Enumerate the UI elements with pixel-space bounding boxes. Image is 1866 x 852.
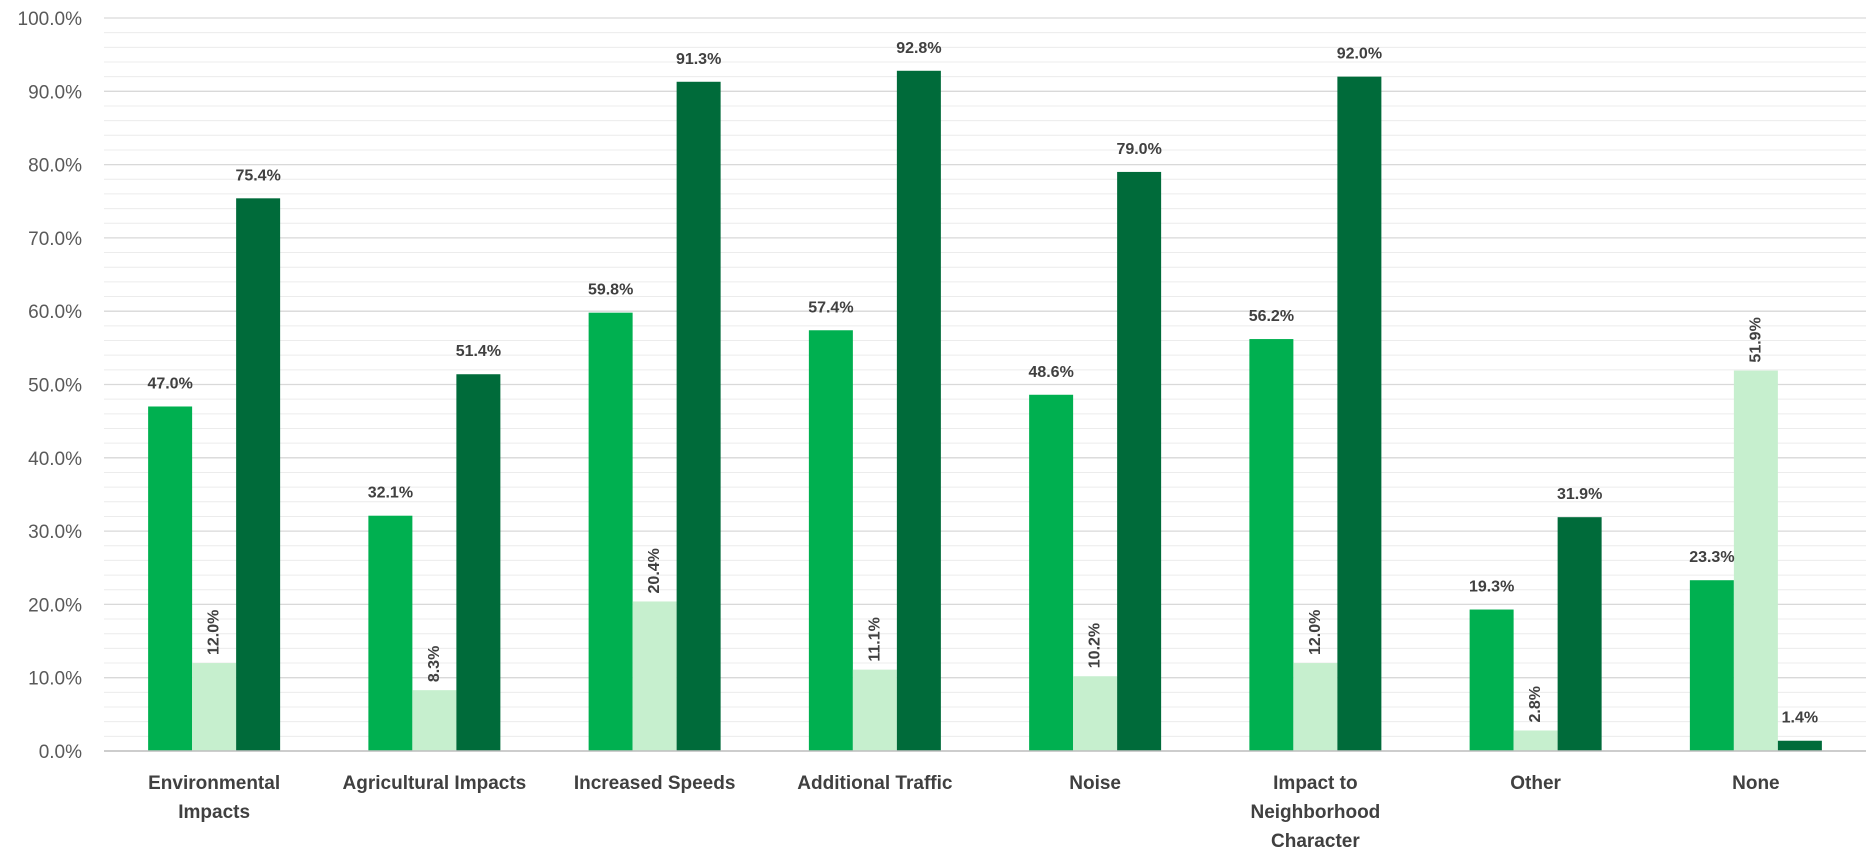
bar xyxy=(1469,609,1514,751)
y-tick-label: 10.0% xyxy=(28,669,82,690)
bar xyxy=(808,330,853,751)
data-label: 31.9% xyxy=(1557,486,1602,503)
x-tick-label: Environmental Impacts xyxy=(148,773,280,823)
y-tick-label: 20.0% xyxy=(28,595,82,616)
data-label: 1.4% xyxy=(1782,710,1818,727)
data-label: 8.3% xyxy=(426,646,443,682)
y-tick-label: 70.0% xyxy=(28,229,82,250)
x-tick-label: None xyxy=(1732,773,1780,794)
y-tick-label: 30.0% xyxy=(28,522,82,543)
data-label: 11.1% xyxy=(866,617,883,661)
data-label: 20.4% xyxy=(646,548,663,593)
data-label: 12.0% xyxy=(1307,610,1324,655)
data-labels: 47.0% 12.0% 75.4% 32.1% 8.3% 51.4% 59.8% 20.4% 9… xyxy=(147,40,1818,727)
y-tick-label: 90.0% xyxy=(28,82,82,103)
data-label: 75.4% xyxy=(235,167,280,184)
data-label: 56.2% xyxy=(1249,308,1294,325)
bar xyxy=(412,690,457,751)
y-tick-label: 80.0% xyxy=(28,156,82,177)
bar xyxy=(1293,663,1338,751)
y-axis: 0.0% 10.0% 20.0% 30.0% 40.0% 50.0% 60.0% 70.0% 8… xyxy=(18,9,83,763)
data-label: 51.9% xyxy=(1747,317,1764,362)
x-tick-label: Impact to Neighborhood Character xyxy=(1250,773,1380,852)
bar xyxy=(1777,740,1822,751)
bar xyxy=(1029,394,1074,751)
data-label: 92.8% xyxy=(896,40,941,57)
bar xyxy=(1689,580,1734,751)
data-label: 51.4% xyxy=(456,343,501,360)
bar xyxy=(676,81,721,752)
data-label: 48.6% xyxy=(1028,364,1073,381)
bar xyxy=(896,70,941,751)
x-tick-label: Increased Speeds xyxy=(574,773,736,794)
bar xyxy=(456,374,501,751)
y-tick-label: 100.0% xyxy=(18,9,83,30)
y-tick-label: 60.0% xyxy=(28,302,82,323)
bar xyxy=(588,312,633,751)
bar xyxy=(1513,730,1558,751)
data-label: 23.3% xyxy=(1689,549,1734,566)
bar xyxy=(1557,517,1602,751)
gridlines xyxy=(104,17,1866,752)
data-label: 19.3% xyxy=(1469,579,1514,596)
data-label: 91.3% xyxy=(676,51,721,68)
bar xyxy=(236,198,281,751)
bar xyxy=(1733,370,1778,751)
data-label: 92.0% xyxy=(1337,46,1382,63)
data-label: 32.1% xyxy=(368,485,413,502)
data-label: 57.4% xyxy=(808,299,853,316)
data-label: 47.0% xyxy=(147,375,192,392)
bar xyxy=(632,601,677,751)
bar xyxy=(368,515,413,751)
y-tick-label: 0.0% xyxy=(39,742,82,763)
data-label: 79.0% xyxy=(1116,141,1161,158)
bar xyxy=(1249,339,1294,751)
bar xyxy=(852,669,897,751)
data-label: 2.8% xyxy=(1527,686,1544,722)
x-tick-label: Noise xyxy=(1069,773,1121,794)
bars xyxy=(148,70,1822,752)
y-tick-label: 40.0% xyxy=(28,449,82,470)
x-tick-label: Additional Traffic xyxy=(797,773,953,794)
x-axis: Environmental Impacts Agricultural Impacts… xyxy=(104,750,1866,852)
x-tick-label: Other xyxy=(1510,773,1561,794)
bar xyxy=(1117,171,1162,751)
data-label: 10.2% xyxy=(1087,623,1104,668)
x-tick-label: Agricultural Impacts xyxy=(343,773,527,794)
bar xyxy=(192,663,237,751)
bar xyxy=(1337,76,1382,751)
bar xyxy=(1073,676,1118,751)
data-label: 59.8% xyxy=(588,282,633,299)
data-label: 12.0% xyxy=(206,610,223,655)
y-tick-label: 50.0% xyxy=(28,376,82,397)
bar xyxy=(148,406,193,751)
